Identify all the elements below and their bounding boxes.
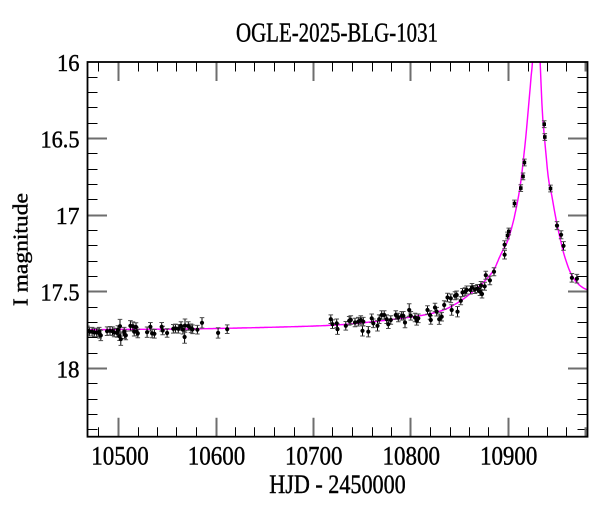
svg-text:10500: 10500: [91, 441, 149, 471]
svg-text:10900: 10900: [480, 441, 538, 471]
svg-text:18: 18: [57, 357, 80, 383]
svg-text:16: 16: [57, 51, 80, 77]
svg-text:16.5: 16.5: [41, 128, 80, 154]
svg-text:17.5: 17.5: [41, 281, 80, 307]
svg-text:17: 17: [56, 204, 80, 230]
svg-text:10700: 10700: [285, 441, 343, 471]
svg-text:I magnitude: I magnitude: [9, 193, 33, 306]
svg-text:OGLE-2025-BLG-1031: OGLE-2025-BLG-1031: [236, 17, 438, 48]
svg-text:10600: 10600: [188, 441, 246, 471]
svg-text:HJD - 2450000: HJD - 2450000: [269, 470, 406, 499]
svg-text:10800: 10800: [383, 441, 441, 471]
